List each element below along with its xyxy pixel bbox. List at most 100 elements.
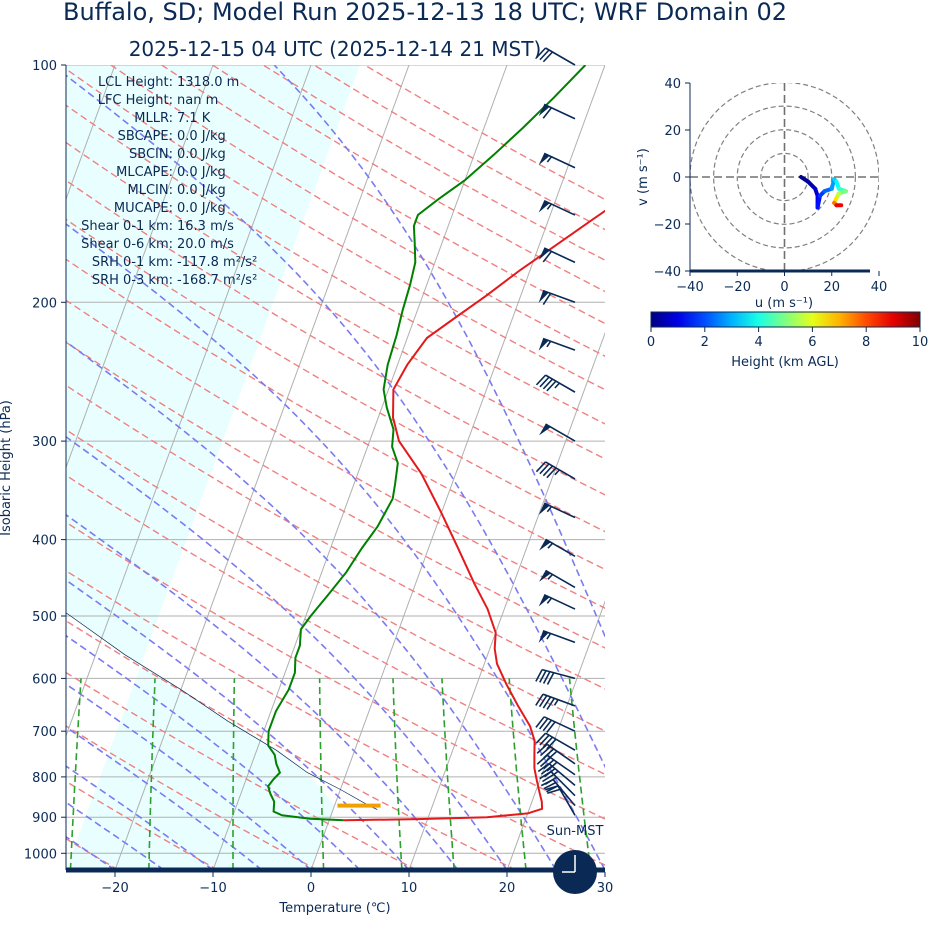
- temperature-line: [343, 209, 605, 822]
- y-tick-label: 1000: [24, 847, 57, 862]
- colorbar-ticks: 0 2 4 6 8 10: [647, 327, 928, 350]
- stat-value: 0.0 J/kg: [177, 183, 226, 198]
- wind-barb: [535, 693, 576, 710]
- dry-adiabat: [66, 725, 318, 870]
- x-tick-label: 30: [597, 881, 614, 896]
- y-tick-label: 200: [32, 296, 57, 311]
- y-tick-label: 400: [32, 534, 57, 549]
- dry-adiabat: [66, 384, 605, 690]
- stat-value: 0.0 J/kg: [177, 129, 226, 144]
- stat-value: nan m: [177, 93, 218, 108]
- hodograph-ring: [713, 105, 856, 249]
- dry-adiabat: [66, 104, 605, 425]
- skewt-x-ticks: −20 −10 0 10 20 30: [101, 872, 613, 896]
- wind-barb: [538, 502, 576, 519]
- y-tick-label: 600: [32, 672, 57, 687]
- stat-value: 1318.0 m: [177, 75, 239, 90]
- moist-adiabat: [66, 340, 557, 870]
- wind-barb: [535, 716, 576, 733]
- stat-label: SRH 0-3 km:: [92, 273, 173, 288]
- stat-value: 7.1 K: [177, 111, 211, 126]
- clock-icon: [553, 850, 597, 894]
- hodo-x-tick-label: −40: [676, 280, 703, 295]
- isotherm-line: [506, 600, 605, 870]
- moist-adiabat: [66, 726, 263, 870]
- mixing-ratio-line: [232, 678, 236, 870]
- hodograph-trace: [799, 175, 848, 210]
- x-tick-label: 10: [401, 881, 418, 896]
- y-tick-label: 100: [32, 59, 57, 74]
- moist-adiabat: [66, 223, 605, 870]
- stat-value: -117.8 m²/s²: [177, 255, 257, 270]
- isotherm-line: [212, 65, 508, 870]
- hodograph-axes: [690, 83, 879, 271]
- stat-label: MLCIN:: [128, 183, 173, 198]
- y-tick-label: 300: [32, 435, 57, 450]
- dry-adiabat: [66, 474, 605, 776]
- hodograph-xlabel: u (m s⁻¹): [755, 296, 813, 311]
- wind-barb: [538, 247, 576, 264]
- hodo-y-tick-label: 20: [664, 124, 681, 139]
- hodograph-ticks: −40−40 −20 −20 0 0 20 20 40 40: [654, 77, 888, 295]
- stat-label: LCL Height:: [98, 75, 173, 90]
- colorbar-tick-label: 4: [754, 335, 762, 350]
- wind-barb: [538, 199, 576, 216]
- mixing-ratio-line: [318, 678, 325, 870]
- sounding-stats: LCL Height: 1318.0 m LFC Height: nan m MLLR:…: [81, 75, 257, 288]
- wind-barb: [536, 754, 576, 776]
- dry-adiabats: [66, 65, 605, 870]
- wind-barb: [538, 152, 576, 169]
- stat-value: 0.0 J/kg: [177, 165, 226, 180]
- dry-adiabat: [66, 258, 605, 571]
- moist-adiabat: [66, 435, 508, 870]
- colorbar-tick-label: 10: [912, 335, 928, 350]
- wind-barb: [539, 423, 576, 442]
- dry-adiabat: [66, 428, 605, 732]
- hodo-y-tick-label: 0: [673, 171, 681, 186]
- wind-barb: [535, 461, 576, 480]
- hodo-x-tick-label: 40: [871, 280, 888, 295]
- dry-adiabat: [212, 65, 605, 293]
- isotherm-line: [66, 65, 214, 469]
- stat-label: LFC Height:: [98, 93, 173, 108]
- wind-barb: [535, 732, 576, 751]
- mixing-ratio-lines: [69, 678, 592, 870]
- moist-adiabat: [66, 579, 410, 870]
- colorbar-gradient: [650, 311, 921, 328]
- stat-label: MUCAPE:: [114, 201, 173, 216]
- dry-adiabat: [66, 521, 605, 820]
- dry-adiabat: [66, 299, 605, 609]
- skewt-ylabel: Isobaric Height (hPa): [0, 400, 14, 536]
- y-tick-label: 900: [32, 811, 57, 826]
- skewt-xlabel: Temperature (℃): [278, 901, 390, 916]
- wind-barb: [535, 668, 576, 685]
- hodo-x-tick-label: 0: [780, 280, 788, 295]
- isobar-gridlines: [66, 65, 605, 854]
- mixing-ratio-line: [568, 678, 592, 870]
- hodo-y-tick-label: 40: [664, 77, 681, 92]
- wind-barb: [538, 337, 576, 351]
- y-tick-label: 500: [32, 610, 57, 625]
- y-tick-label: 800: [32, 771, 57, 786]
- colorbar-label: Height (km AGL): [731, 355, 839, 370]
- mixing-ratio-line: [508, 678, 527, 870]
- colorbar-tick-label: 0: [647, 335, 655, 350]
- wind-barb: [538, 289, 576, 306]
- stat-value: 20.0 m/s: [177, 237, 234, 252]
- dry-adiabat: [66, 780, 219, 870]
- stat-label: Shear 0-6 km:: [81, 237, 173, 252]
- height-colorbar: 0 2 4 6 8 10 Height (km AGL): [647, 311, 928, 370]
- stat-label: SRH 0-1 km:: [92, 255, 173, 270]
- moist-adiabat: [66, 634, 361, 870]
- hodograph-ring: [736, 129, 833, 225]
- chart-subtitle: 2025-12-15 04 UTC (2025-12-14 21 MST): [129, 37, 542, 61]
- skewt-y-ticks: 100 200 300 400 500 600 700 800 900 1000: [24, 59, 66, 862]
- dry-adiabat: [66, 620, 517, 870]
- stat-label: MLLR:: [134, 111, 173, 126]
- hodo-y-tick-label: −40: [654, 265, 681, 280]
- wind-barb: [535, 47, 576, 66]
- moist-adiabat: [66, 513, 459, 870]
- stat-label: SBCIN:: [129, 147, 173, 162]
- wind-barb: [545, 785, 576, 816]
